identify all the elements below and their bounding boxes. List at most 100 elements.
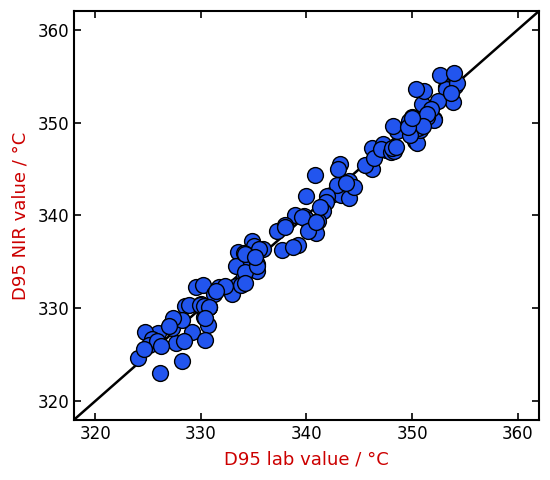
Point (250, 252, 259, 260)
Point (315, 203, 324, 211)
Point (392, 143, 400, 151)
Point (392, 128, 401, 135)
Point (419, 122, 428, 130)
Point (165, 321, 174, 329)
Point (204, 303, 213, 311)
Point (451, 82, 460, 90)
Point (232, 262, 241, 269)
Point (450, 69, 459, 77)
Point (367, 165, 376, 173)
Point (436, 72, 444, 79)
Point (302, 192, 311, 200)
Point (273, 227, 282, 234)
Point (184, 301, 193, 309)
Point (221, 283, 229, 290)
Point (165, 322, 174, 330)
Point (196, 300, 205, 308)
Point (360, 161, 369, 169)
Point (453, 80, 462, 87)
Point (422, 113, 431, 120)
Point (240, 271, 249, 279)
Point (420, 87, 428, 95)
Point (327, 192, 336, 199)
Point (199, 281, 207, 289)
Point (332, 181, 341, 189)
Point (242, 265, 251, 273)
Point (234, 248, 243, 255)
Point (304, 227, 312, 235)
Point (446, 89, 455, 97)
Point (430, 116, 438, 123)
Point (248, 246, 257, 253)
Point (168, 324, 177, 332)
Point (442, 84, 450, 92)
Point (350, 183, 359, 191)
Point (293, 241, 302, 249)
Point (205, 304, 213, 312)
Point (311, 218, 320, 226)
Point (314, 217, 322, 225)
Point (414, 124, 423, 132)
Point (387, 144, 396, 152)
Point (311, 171, 320, 179)
Point (250, 255, 259, 263)
Point (178, 316, 186, 324)
Point (195, 301, 204, 309)
Point (188, 328, 196, 336)
Point (405, 132, 414, 139)
Point (201, 336, 210, 343)
Point (389, 147, 398, 155)
Point (239, 250, 248, 257)
Point (154, 329, 163, 337)
Point (336, 191, 345, 198)
Point (345, 177, 354, 184)
Point (204, 303, 213, 311)
Point (448, 98, 457, 106)
Point (411, 137, 420, 145)
Point (232, 282, 240, 290)
Point (180, 302, 189, 310)
Point (212, 288, 221, 295)
Point (336, 160, 344, 168)
Point (302, 216, 311, 223)
Point (344, 194, 353, 202)
Point (168, 314, 177, 322)
Point (297, 213, 306, 220)
Point (252, 263, 261, 270)
Point (140, 345, 148, 353)
Point (200, 302, 208, 310)
Point (319, 207, 328, 215)
Point (240, 250, 249, 257)
Point (134, 354, 142, 361)
Point (300, 212, 309, 220)
Point (382, 146, 390, 154)
Point (408, 114, 416, 122)
Point (403, 123, 412, 131)
Point (413, 140, 422, 147)
Y-axis label: D95 NIR value / °C: D95 NIR value / °C (11, 131, 29, 300)
Point (200, 313, 208, 321)
Point (379, 140, 388, 148)
Point (381, 145, 389, 153)
Point (255, 245, 264, 252)
Point (412, 85, 421, 93)
Point (278, 246, 287, 253)
Point (367, 144, 376, 152)
Point (198, 304, 207, 312)
Point (210, 290, 218, 298)
Point (429, 115, 438, 123)
Point (152, 337, 161, 345)
Point (179, 337, 188, 345)
Point (178, 357, 187, 365)
Point (342, 180, 350, 187)
Point (280, 221, 289, 228)
Point (417, 100, 426, 108)
Point (252, 260, 261, 268)
Point (323, 192, 332, 200)
Point (214, 283, 223, 291)
Point (236, 281, 245, 288)
Point (408, 113, 417, 121)
Point (250, 242, 258, 250)
Point (373, 146, 382, 154)
Point (155, 369, 164, 376)
